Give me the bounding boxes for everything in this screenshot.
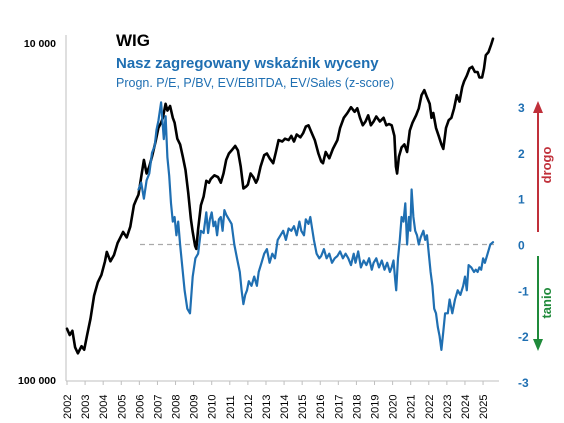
left-tick-label: 10 000 — [24, 38, 56, 50]
right-tick-label: 2 — [518, 147, 525, 161]
x-tick-label: 2016 — [315, 395, 327, 419]
x-tick-label: 2009 — [189, 395, 201, 419]
right-tick-label: 3 — [518, 101, 525, 115]
x-tick-label: 2011 — [225, 395, 237, 419]
x-tick-label: 2003 — [80, 395, 92, 419]
right-axis-ticks: 3 2 1 0 -1 -2 -3 — [518, 101, 529, 390]
x-tick-label: 2004 — [98, 395, 110, 419]
x-tick-label: 2006 — [134, 395, 146, 419]
x-tick-label: 2019 — [370, 395, 382, 419]
expensive-arrow-head — [533, 101, 543, 113]
x-tick-label: 2013 — [261, 395, 273, 419]
x-tick-label: 2005 — [116, 395, 128, 419]
cheap-label: tanio — [539, 287, 554, 318]
left-axis-ticks: 10 000 100 000 — [18, 38, 56, 387]
x-tick-label: 2015 — [297, 395, 309, 419]
valuation-series-line — [137, 101, 495, 351]
chart-title: WIG — [116, 31, 150, 50]
right-tick-label: -3 — [518, 376, 529, 390]
x-tick-label: 2008 — [171, 395, 183, 419]
x-tick-label: 2007 — [152, 395, 164, 419]
chart-subtitle: Nasz zagregowany wskaźnik wyceny — [116, 55, 379, 72]
wig-series-line — [65, 37, 495, 355]
x-axis-ticks: 2002 2003 2004 2005 2006 2007 2008 2009 2010 2011… — [62, 381, 490, 419]
chart-description: Progn. P/E, P/BV, EV/EBITDA, EV/Sales (z… — [116, 76, 394, 90]
series-group — [65, 37, 495, 355]
x-tick-label: 2024 — [460, 395, 472, 419]
x-tick-label: 2012 — [243, 395, 255, 419]
x-tick-label: 2021 — [406, 395, 418, 419]
x-tick-label: 2017 — [333, 395, 345, 419]
axes — [65, 35, 499, 382]
x-tick-label: 2025 — [478, 395, 490, 419]
left-tick-label: 100 000 — [18, 375, 56, 387]
arrows-group: drogo tanio — [533, 101, 554, 351]
right-tick-label: -1 — [518, 284, 529, 298]
x-tick-label: 2014 — [279, 395, 291, 419]
cheap-arrow-head — [533, 339, 543, 351]
x-tick-label: 2002 — [62, 395, 74, 419]
x-tick-label: 2020 — [388, 395, 400, 419]
right-tick-label: -2 — [518, 330, 529, 344]
right-tick-label: 1 — [518, 193, 525, 207]
x-tick-label: 2023 — [442, 395, 454, 419]
x-tick-label: 2022 — [424, 395, 436, 419]
expensive-label: drogo — [539, 147, 554, 184]
x-tick-label: 2018 — [351, 395, 363, 419]
title-group: WIG Nasz zagregowany wskaźnik wyceny Pro… — [116, 31, 394, 90]
right-tick-label: 0 — [518, 239, 525, 253]
x-tick-label: 2010 — [207, 395, 219, 419]
